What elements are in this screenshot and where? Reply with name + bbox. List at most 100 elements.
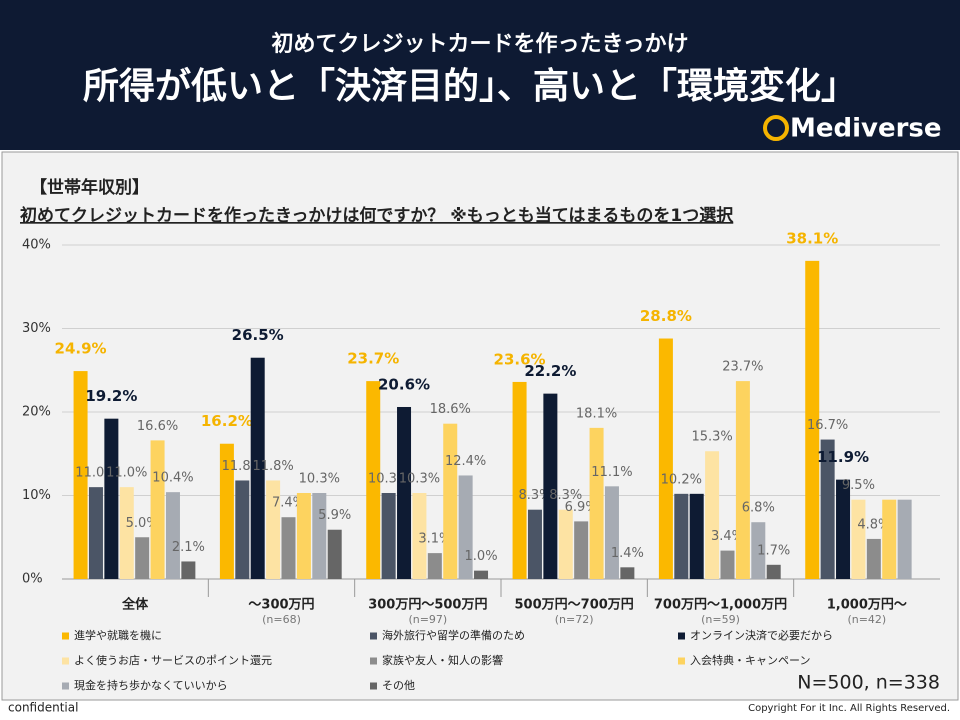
y-tick-label: 10% [22,488,51,503]
bar [720,550,735,579]
x-tick-label: ～300万円 [248,598,314,613]
bar [674,493,689,579]
value-label: 24.9% [55,340,107,358]
legend-label: 進学や就職を機に [74,628,162,642]
bar [88,487,103,579]
value-label: 6.9% [565,500,598,515]
value-label: 8.3% [549,488,582,503]
value-label: 11.0% [106,466,147,481]
value-label: 16.6% [137,419,178,434]
x-tick-label: 全体 [121,597,149,613]
legend-swatch [370,682,377,690]
bar [135,537,150,579]
header-subtitle: 初めてクレジットカードを作ったきっかけ [271,31,688,57]
section-label: 【世帯年収別】 [30,177,149,198]
chart-panel [1,151,959,701]
value-label: 3.1% [418,532,451,547]
bar [735,381,750,579]
value-label: 23.7% [347,350,399,368]
value-label: 5.9% [318,508,351,523]
footer-right: Copyright For it Inc. All Rights Reserve… [748,703,950,714]
bar [574,521,589,579]
value-label: 10.2% [661,472,702,487]
bar [705,451,720,579]
bar [512,381,527,579]
legend-swatch [370,657,377,665]
legend-label: よく使うお店・サービスのポイント還元 [74,653,272,667]
bar [589,427,604,579]
category-note: (n=97) [408,613,447,626]
bar [327,529,342,579]
bar [181,561,196,579]
value-label: 1.4% [611,546,644,561]
value-label: 18.6% [430,402,471,417]
bar [766,564,781,579]
value-label: 3.4% [711,529,744,544]
value-label: 15.3% [691,430,732,445]
bar [235,480,250,579]
y-tick-label: 20% [22,405,51,420]
bar [897,499,912,579]
bar [751,522,766,579]
bar [366,381,381,579]
value-label: 7.4% [272,496,305,511]
bar [150,440,165,579]
bar [381,492,396,579]
bar [397,406,412,579]
bar [620,567,635,579]
bar [312,492,327,579]
bar [805,260,820,579]
x-tick-label: 300万円～500万円 [368,598,487,613]
value-label: 10.4% [152,471,193,486]
value-label: 22.2% [524,362,576,380]
category-note: (n=68) [262,613,301,626]
bar [266,480,281,579]
sample-note: N=500, n=338 [797,672,940,694]
legend-swatch [62,657,69,665]
bar [458,475,473,579]
value-label: 26.5% [232,326,284,344]
bar [866,538,881,579]
value-label: 2.1% [172,540,205,555]
legend-swatch [62,682,69,690]
legend-label: 海外旅行や留学の準備のため [382,628,525,642]
legend-label: その他 [382,679,415,692]
value-label: 11.8% [252,459,293,474]
bar [527,509,542,579]
value-label: 18.1% [576,406,617,421]
logo-icon [763,115,789,141]
category-note: (n=42) [847,613,886,626]
bar [543,393,558,579]
bar [443,423,458,579]
value-label: 1.0% [465,549,498,564]
value-label: 16.7% [807,418,848,433]
category-note: (n=72) [555,613,594,626]
bar [558,509,573,579]
bar [658,338,673,579]
value-label: 23.6% [494,350,546,368]
bar [474,570,489,579]
bar [851,499,866,579]
footer-left: confidential [8,701,78,715]
value-label: 10.3% [399,471,440,486]
category-note: (n=59) [701,613,740,626]
bar [820,439,835,579]
value-label: 4.8% [857,517,890,532]
value-label: 5.0% [126,516,159,531]
legend-swatch [370,632,377,640]
bar [689,493,704,579]
legend-label: オンライン決済で必要だから [690,628,833,642]
value-label: 9.5% [842,478,875,493]
value-label: 38.1% [786,229,838,247]
bar [104,418,119,579]
value-label: 11.1% [591,465,632,480]
value-label: 28.8% [640,307,692,325]
header-band [0,0,960,150]
bar [165,492,180,579]
bar [281,517,296,579]
legend-swatch [678,632,685,640]
bar [296,492,311,579]
y-tick-label: 30% [22,321,51,336]
